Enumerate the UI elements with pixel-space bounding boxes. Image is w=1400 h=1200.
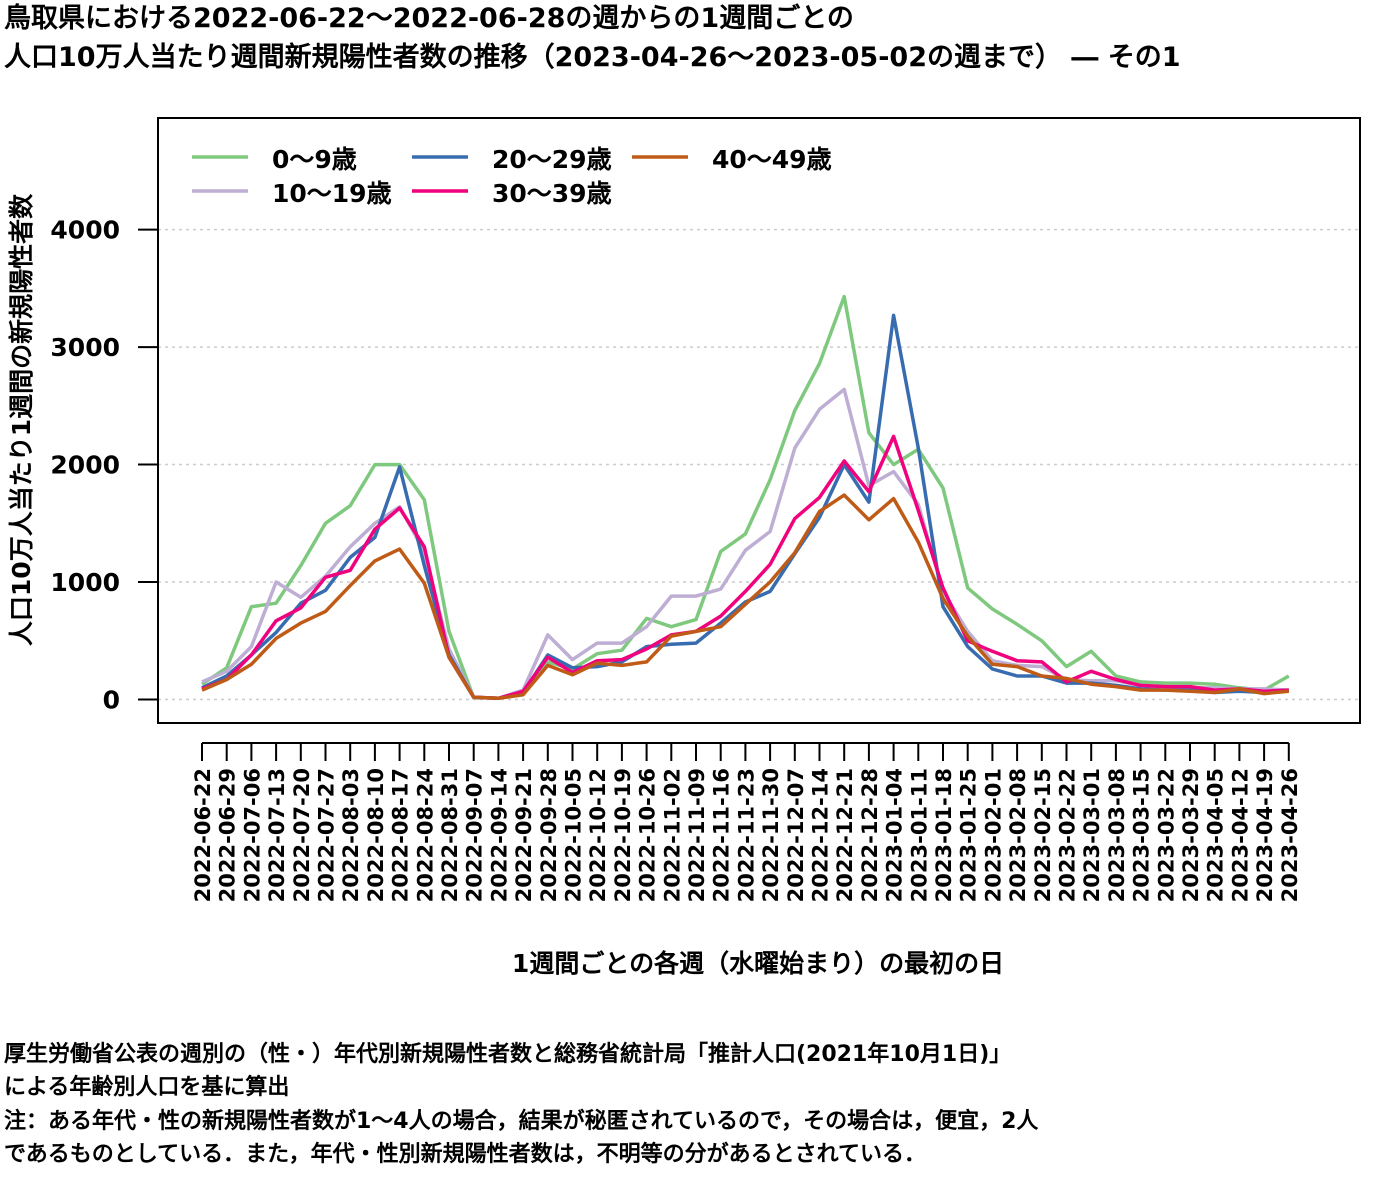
y-tick-label: 3000: [50, 333, 120, 362]
legend-label: 20〜29歳: [492, 145, 612, 174]
x-tick-label: 2022-08-10: [364, 768, 388, 902]
x-tick-label: 2022-11-09: [685, 768, 709, 902]
y-tick-label: 0: [103, 686, 120, 715]
x-tick-label: 2022-12-07: [784, 768, 808, 902]
x-tick-label: 2023-01-25: [957, 768, 981, 902]
x-tick-label: 2022-11-16: [710, 768, 734, 902]
x-tick-label: 2022-08-31: [438, 768, 462, 902]
x-tick-label: 2023-04-19: [1253, 768, 1277, 902]
legend-label: 10〜19歳: [272, 179, 392, 208]
footnote-line2: であるものとしている．また，年代・性別新規陽性者数は，不明等の分があるとされてい…: [4, 1142, 927, 1167]
x-tick-label: 2022-08-24: [413, 768, 437, 902]
x-tick-label: 2023-01-18: [932, 768, 956, 902]
x-tick-label: 2023-02-15: [1031, 768, 1055, 902]
x-tick-label: 2022-12-14: [809, 768, 833, 902]
x-tick-label: 2022-07-06: [240, 768, 264, 902]
x-tick-label: 2022-08-17: [389, 768, 413, 902]
series-line: [201, 493, 1289, 701]
x-tick-label: 2022-09-28: [537, 768, 561, 902]
chart-title-line2: 人口10万人当たり週間新規陽性者数の推移（2023-04-26〜2023-05-…: [4, 42, 1181, 73]
x-tick-label: 2023-04-05: [1204, 768, 1228, 902]
x-tick-label: 2023-02-08: [1006, 768, 1030, 902]
x-tick-label: 2022-09-14: [487, 768, 511, 902]
legend-label: 0〜9歳: [272, 145, 357, 174]
x-tick-label: 2022-11-30: [759, 768, 783, 902]
x-tick-label: 2022-07-13: [265, 768, 289, 902]
x-tick-label: 2022-11-02: [660, 768, 684, 902]
x-tick-label: 2023-04-26: [1278, 768, 1302, 902]
x-tick-label: 2022-12-28: [858, 768, 882, 902]
series-lines: [201, 294, 1290, 701]
y-axis: 0 1000 2000 3000 4000: [50, 216, 158, 715]
x-tick-label: 2022-10-05: [562, 768, 586, 902]
chart-title-line1: 鳥取県における2022-06-22〜2022-06-28の週からの1週間ごとの: [4, 3, 854, 34]
series-line: [201, 313, 1289, 701]
x-tick-label: 2023-03-29: [1179, 768, 1203, 902]
legend-label: 30〜39歳: [492, 179, 612, 208]
y-tick-label: 1000: [50, 568, 120, 597]
x-tick-label: 2023-02-22: [1056, 768, 1080, 902]
x-tick-label: 2022-11-23: [734, 768, 758, 902]
y-tick-label: 4000: [50, 216, 120, 245]
x-tick-label: 2023-03-01: [1080, 768, 1104, 902]
legend: 0〜9歳 10〜19歳 20〜29歳 30〜39歳 40〜49歳: [192, 145, 832, 208]
x-tick-label: 2022-09-21: [512, 768, 536, 902]
series-line: [201, 434, 1289, 701]
x-tick-label: 2022-10-19: [611, 768, 635, 902]
x-tick-label: 2022-09-07: [463, 768, 487, 902]
legend-label: 40〜49歳: [712, 145, 832, 174]
gridlines: [158, 228, 1360, 701]
x-tick-label: 2022-07-20: [290, 768, 314, 902]
x-tick-label: 2023-03-08: [1105, 768, 1129, 902]
x-tick-label: 2023-01-04: [883, 768, 907, 902]
y-tick-label: 2000: [50, 451, 120, 480]
x-tick-label: 2023-03-15: [1130, 768, 1154, 902]
series-line: [201, 294, 1290, 701]
x-tick-label: 2022-06-29: [216, 768, 240, 902]
x-tick-label: 2022-10-12: [586, 768, 610, 902]
footnote-line1: 注：ある年代・性の新規陽性者数が1〜4人の場合，結果が秘匿されているので，その場…: [4, 1109, 1039, 1134]
x-axis-label: 1週間ごとの各週（水曜始まり）の最初の日: [512, 949, 1004, 978]
x-tick-label: 2023-02-01: [981, 768, 1005, 902]
x-tick-label: 2022-07-27: [315, 768, 339, 902]
x-tick-label: 2022-12-21: [833, 768, 857, 902]
x-tick-label: 2022-06-22: [191, 768, 215, 902]
plot-frame: [157, 117, 1361, 724]
source-note-line2: による年齢別人口を基に算出: [4, 1075, 290, 1100]
source-note-line1: 厚生労働省公表の週別の（性・）年代別新規陽性者数と総務省統計局「推計人口(202…: [4, 1042, 1012, 1067]
x-tick-label: 2023-01-11: [907, 768, 931, 902]
y-axis-label: 人口10万人当たり1週間の新規陽性者数: [7, 193, 36, 646]
x-tick-label: 2023-03-22: [1154, 768, 1178, 902]
x-tick-label: 2023-04-12: [1228, 768, 1252, 902]
x-tick-label: 2022-10-26: [636, 768, 660, 902]
x-axis: 2022-06-22 2022-06-29 2022-07-06 2022-07-13…: [191, 742, 1302, 902]
x-tick-label: 2022-08-03: [339, 768, 363, 902]
